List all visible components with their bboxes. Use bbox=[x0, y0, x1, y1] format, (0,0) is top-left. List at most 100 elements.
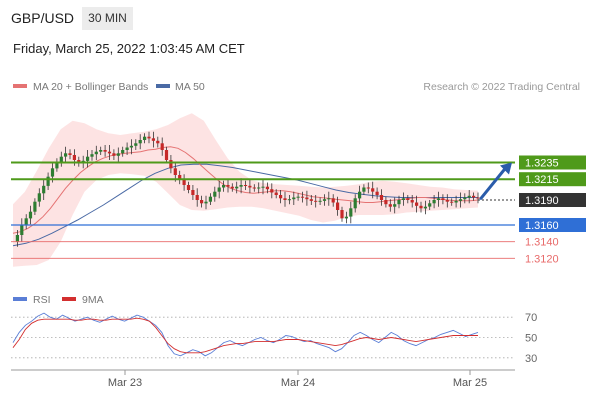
rsi-legend-label: RSI bbox=[33, 294, 51, 306]
candle-body bbox=[445, 200, 449, 202]
candle-body bbox=[226, 185, 230, 187]
candle-body bbox=[121, 150, 125, 154]
ma50-legend-swatch bbox=[156, 84, 170, 88]
candle-body bbox=[50, 168, 55, 177]
candle-body bbox=[476, 197, 480, 199]
candle-body bbox=[410, 200, 414, 203]
price-levels: 1.3235 1.3215 1.3190 1.3160 1.3140 1.3120 bbox=[11, 155, 586, 265]
candle-body bbox=[362, 187, 366, 192]
candle-body bbox=[235, 186, 239, 189]
candle-body bbox=[125, 147, 129, 150]
candle-body bbox=[64, 153, 68, 157]
candle-body bbox=[107, 151, 112, 154]
candle-body bbox=[318, 200, 322, 202]
price-level-tag-0 bbox=[519, 155, 586, 170]
candle-body bbox=[147, 136, 151, 139]
candle-body bbox=[252, 187, 256, 189]
candle-body bbox=[204, 201, 208, 204]
ma20-legend-swatch bbox=[13, 84, 27, 88]
candle-body bbox=[331, 198, 335, 203]
candle-body bbox=[243, 185, 248, 186]
candle-body bbox=[327, 198, 331, 200]
candle-body bbox=[164, 150, 169, 160]
candle-body bbox=[344, 216, 348, 219]
candle-body bbox=[213, 191, 217, 197]
price-level-tag-3 bbox=[519, 218, 586, 232]
candle-body bbox=[463, 197, 467, 200]
rsi-legend-swatch bbox=[13, 297, 27, 301]
candle-body bbox=[217, 187, 221, 192]
candle-body bbox=[42, 185, 46, 194]
candle-body bbox=[94, 151, 98, 155]
rsi-tick-label-1: 50 bbox=[525, 333, 537, 345]
candle-body bbox=[265, 186, 269, 190]
price-level-label-5: 1.3120 bbox=[525, 253, 559, 265]
x-axis: Mar 23 Mar 24 Mar 25 bbox=[108, 370, 487, 389]
rsi-tick-label-2: 30 bbox=[525, 353, 537, 365]
candle-body bbox=[230, 186, 234, 189]
candle-body bbox=[428, 203, 432, 207]
candle-body bbox=[138, 140, 142, 144]
candle-body bbox=[279, 195, 283, 199]
rsi-line bbox=[12, 312, 479, 357]
candle-body bbox=[322, 199, 327, 201]
ma20-line bbox=[12, 146, 479, 234]
candle-body bbox=[441, 198, 445, 200]
price-level-label-1: 1.3215 bbox=[525, 174, 559, 186]
candle-body bbox=[472, 195, 476, 198]
candle-body bbox=[248, 185, 252, 188]
candle-body bbox=[393, 204, 397, 207]
candle-body bbox=[283, 198, 287, 200]
candle-body bbox=[15, 235, 19, 242]
price-level-tag-2 bbox=[519, 193, 586, 207]
candle-body bbox=[274, 192, 278, 195]
candle-body bbox=[20, 225, 24, 235]
candle-body bbox=[467, 195, 471, 198]
candle-body bbox=[72, 155, 76, 160]
candle-body bbox=[379, 195, 384, 200]
candle-body bbox=[450, 201, 454, 203]
candle-body bbox=[366, 187, 370, 189]
candle-body bbox=[37, 193, 41, 202]
candle-body bbox=[33, 201, 37, 212]
candle-body bbox=[173, 168, 177, 175]
candle-body bbox=[156, 140, 160, 144]
price-level-label-2: 1.3190 bbox=[525, 195, 559, 207]
chart-datetime: Friday, March 25, 2022 1:03:45 AM CET bbox=[13, 41, 245, 56]
x-tick-label-1: Mar 24 bbox=[281, 377, 315, 389]
candle-body bbox=[169, 160, 173, 169]
candle-body bbox=[59, 156, 63, 162]
candle-body bbox=[401, 198, 405, 200]
candle-body bbox=[208, 196, 212, 202]
candle-body bbox=[261, 186, 265, 188]
x-tick-label-0: Mar 23 bbox=[108, 377, 142, 389]
timeframe-badge[interactable]: 30 MIN bbox=[82, 7, 133, 30]
ma50-legend-label: MA 50 bbox=[175, 81, 205, 93]
candle-body bbox=[314, 200, 318, 202]
candle-body bbox=[358, 191, 362, 199]
candle-body bbox=[300, 196, 305, 198]
candle-body bbox=[415, 202, 419, 206]
research-credit: Research © 2022 Trading Central bbox=[423, 81, 580, 93]
candle-body bbox=[186, 185, 191, 190]
candle-body bbox=[340, 210, 344, 219]
candle-body bbox=[143, 136, 147, 140]
candle-body bbox=[406, 198, 410, 200]
candle-body bbox=[90, 154, 94, 157]
rsi-tick-label-0: 70 bbox=[525, 312, 537, 324]
candle-body bbox=[371, 188, 375, 192]
candle-body bbox=[191, 190, 195, 195]
candles bbox=[15, 131, 480, 247]
candle-body bbox=[397, 200, 401, 205]
candle-body bbox=[419, 205, 423, 209]
candle-body bbox=[160, 143, 164, 150]
candle-body bbox=[388, 204, 392, 207]
candle-body bbox=[353, 198, 357, 209]
candle-body bbox=[86, 156, 90, 161]
ma20-legend-label: MA 20 + Bollinger Bands bbox=[33, 81, 148, 93]
candle-body bbox=[24, 218, 28, 225]
candle-body bbox=[46, 176, 50, 186]
candle-body bbox=[103, 150, 107, 152]
